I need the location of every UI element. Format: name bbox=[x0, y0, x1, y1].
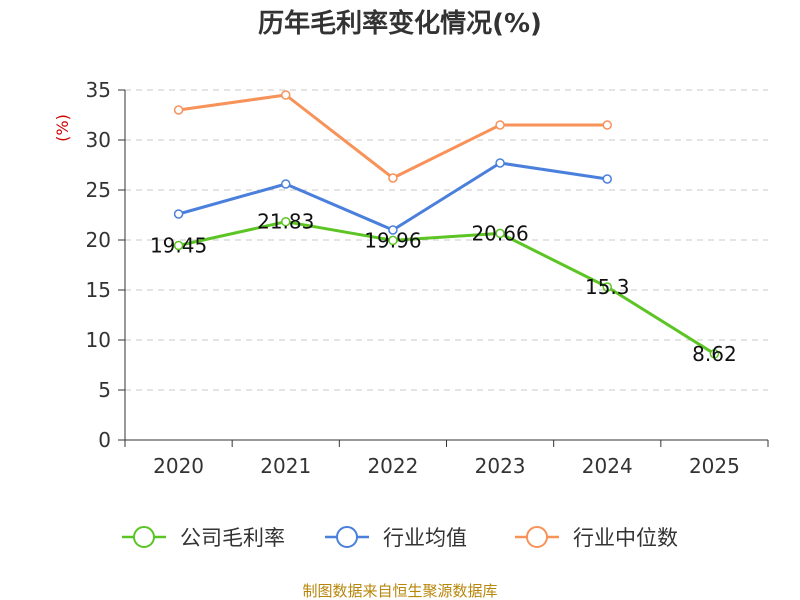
series-2-point-2021 bbox=[281, 90, 291, 100]
series-0-point-2023 bbox=[495, 228, 505, 239]
data-label-2021: 21.83 bbox=[257, 210, 314, 234]
y-tick-label-25: 25 bbox=[86, 178, 111, 202]
data-label-2023: 20.66 bbox=[471, 221, 528, 245]
legend-label-0: 公司毛利率 bbox=[180, 526, 285, 550]
x-tick-label-2024: 2024 bbox=[582, 454, 633, 478]
y-tick-label-30: 30 bbox=[86, 128, 111, 152]
data-label-layer: 19.45 21.83 19.96 20.66 15.3 8.62 bbox=[150, 210, 737, 366]
x-tick-label-2023: 2023 bbox=[475, 454, 526, 478]
series-line-1 bbox=[178, 161, 608, 232]
series-0-point-2024 bbox=[602, 282, 612, 292]
legend: 公司毛利率 行业均值 行业中位数 bbox=[122, 526, 678, 550]
y-tick-label-35: 35 bbox=[86, 78, 111, 102]
grid-layer bbox=[125, 89, 768, 391]
series-2-point-2022 bbox=[388, 173, 398, 183]
series-layer bbox=[173, 90, 720, 359]
data-label-2022: 19.96 bbox=[364, 228, 421, 252]
legend-marker-2 bbox=[526, 526, 548, 548]
series-0-point-2022 bbox=[388, 235, 398, 246]
series-1-point-2020 bbox=[173, 209, 184, 219]
y-tick-label-10: 10 bbox=[86, 328, 111, 352]
x-tick-label-2025: 2025 bbox=[689, 454, 740, 478]
legend-label-2: 行业中位数 bbox=[573, 526, 678, 550]
chart-title: 历年毛利率变化情况(%) bbox=[258, 8, 542, 39]
x-tick-label-2022: 2022 bbox=[367, 454, 418, 478]
legend-marker-0 bbox=[133, 526, 155, 548]
source-note: 制图数据来自恒生聚源数据库 bbox=[302, 582, 497, 600]
series-1-point-2022 bbox=[388, 225, 398, 235]
series-2-point-2020 bbox=[173, 105, 184, 115]
series-2-point-2024 bbox=[602, 120, 612, 130]
data-label-2024: 15.3 bbox=[585, 275, 630, 299]
series-0-point-2021 bbox=[281, 216, 291, 227]
y-tick-label-0: 0 bbox=[98, 428, 111, 452]
series-1-point-2023 bbox=[495, 158, 505, 168]
series-0-point-2025 bbox=[709, 349, 720, 359]
series-2-point-2023 bbox=[495, 120, 505, 130]
y-tick-label-20: 20 bbox=[86, 228, 111, 252]
y-tick-label-15: 15 bbox=[86, 278, 111, 302]
data-label-2020: 19.45 bbox=[150, 234, 207, 258]
series-1-point-2021 bbox=[281, 179, 291, 189]
series-line-0 bbox=[178, 220, 716, 356]
y-axis-label: (%) bbox=[53, 114, 72, 142]
series-line-2 bbox=[178, 93, 608, 180]
data-label-2025: 8.62 bbox=[692, 342, 737, 366]
legend-marker-1 bbox=[336, 526, 358, 548]
series-0-point-2020 bbox=[173, 240, 184, 251]
x-tick-label-2020: 2020 bbox=[153, 454, 204, 478]
x-tick-label-2021: 2021 bbox=[260, 454, 311, 478]
series-1-point-2024 bbox=[602, 174, 612, 184]
y-tick-label-5: 5 bbox=[98, 378, 111, 402]
legend-label-1: 行业均值 bbox=[383, 526, 467, 550]
